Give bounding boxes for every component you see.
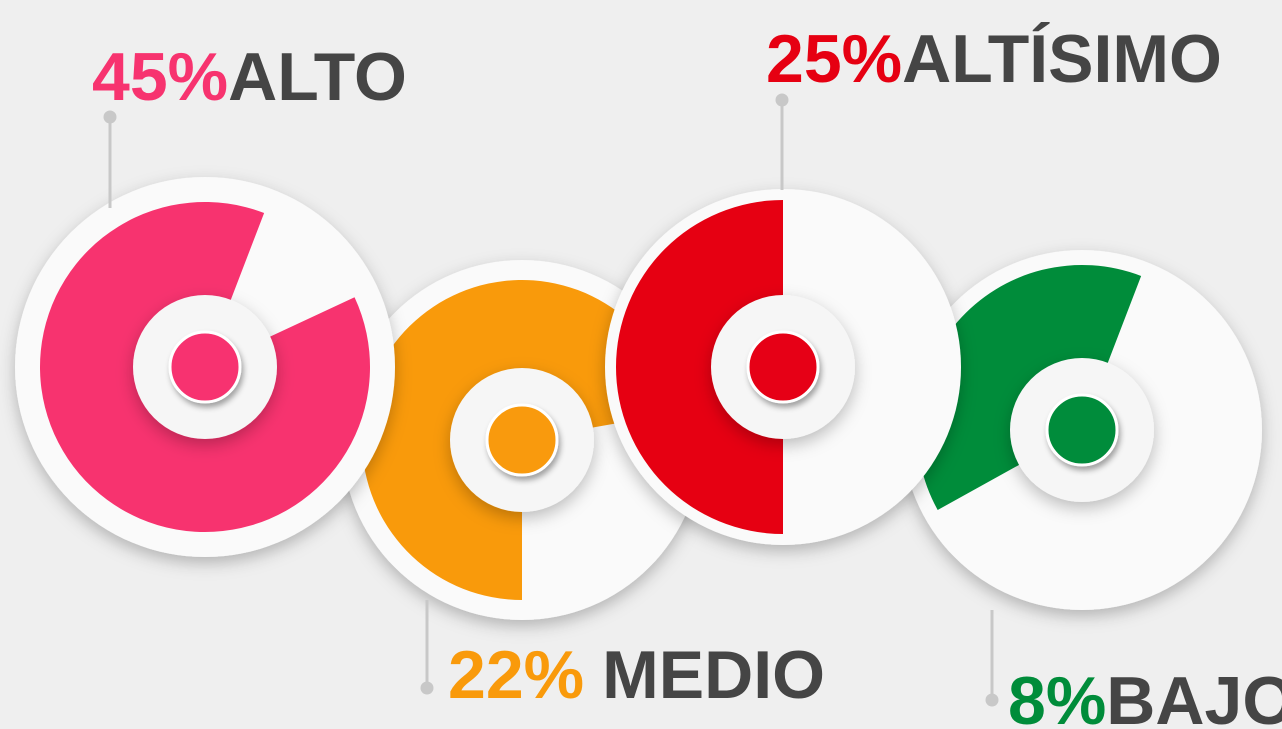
level: BAJO — [1106, 663, 1282, 729]
gauge — [902, 250, 1262, 610]
level: ALTÍSIMO — [902, 21, 1222, 97]
gauge-dot — [746, 330, 820, 404]
label: 22% MEDIO — [448, 637, 825, 713]
gauge-dot — [168, 330, 242, 404]
gauges — [15, 177, 1262, 620]
percent: 25% — [766, 21, 902, 97]
label: 8%BAJO — [1008, 663, 1282, 729]
label: 45%ALTO — [92, 39, 407, 115]
gauge-dot — [1045, 393, 1119, 467]
gauge — [605, 189, 961, 545]
gauge-arc — [616, 200, 783, 534]
percent: 22% — [448, 637, 584, 713]
level: ALTO — [228, 39, 407, 115]
percent: 8% — [1008, 663, 1106, 729]
gauge-arc — [39, 201, 370, 532]
label: 25%ALTÍSIMO — [766, 21, 1222, 97]
gauge — [15, 177, 395, 557]
leaders — [103, 93, 999, 707]
gauge-dot — [485, 403, 559, 477]
level: MEDIO — [602, 637, 825, 713]
percent: 45% — [92, 39, 228, 115]
